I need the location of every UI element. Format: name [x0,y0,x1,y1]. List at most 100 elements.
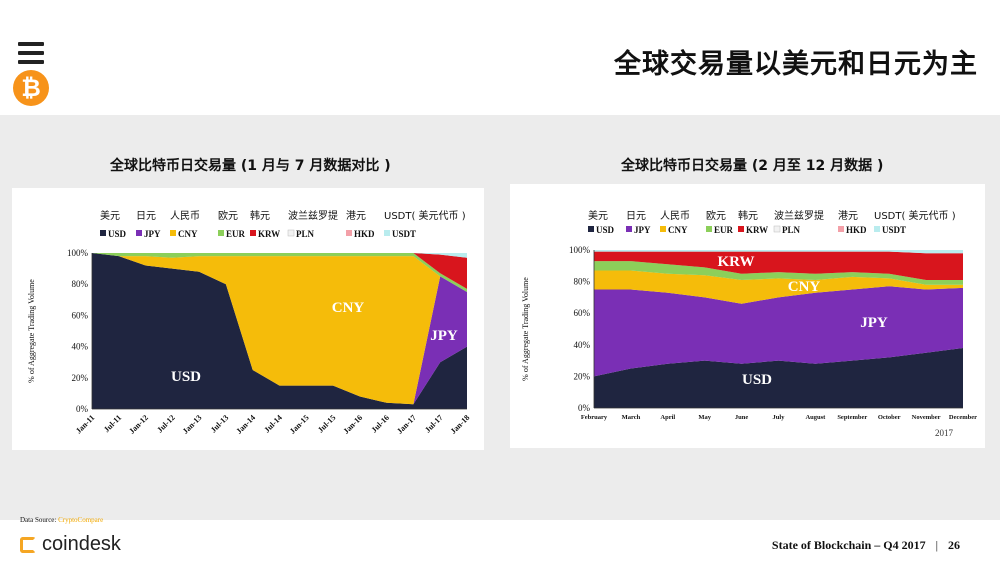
left-legend-cn-label: 日元 [136,211,156,222]
left-x-tick-label: Jan-15 [288,413,311,436]
right-y-tick-label: 60% [574,308,591,318]
bitcoin-logo: ₿ [13,70,49,106]
left-annotation-jpy: JPY [430,328,458,344]
right-legend-label: USDT [882,225,906,235]
right-legend-cn-label: 欧元 [706,210,726,222]
left-y-tick-label: 0% [76,404,89,414]
right-legend-label: EUR [714,225,734,235]
left-legend-swatch-pln [287,229,295,237]
left-x-tick-label: Jul-15 [316,413,337,434]
right-series-krw [594,251,963,280]
left-legend-label: PLN [296,229,315,239]
left-annotation-usd: USD [171,369,201,385]
right-annotation-cny: CNY [788,279,821,295]
right-x-tick-label: March [622,414,641,421]
left-legend-label: USDT [392,229,416,239]
left-legend-label: EUR [226,229,246,239]
right-x-tick-label: June [735,414,748,421]
left-y-tick-label: 20% [72,373,89,383]
right-series-jpy [594,286,963,377]
left-legend-cn-label: 美元 [100,209,120,222]
left-x-tick-label: Jul-17 [423,413,444,434]
left-legend-label: JPY [144,229,161,239]
right-legend-swatch-usdt [874,226,880,232]
right-legend-cn-label: 波兰兹罗提 [774,209,824,222]
right-legend-label: USD [596,225,615,235]
left-x-tick-label: Jul-12 [155,413,176,434]
right-chart-svg: 美元 日元 人民币 欧元 韩元 波兰兹罗提 港元 USDT( 美元代币 ) USD JPY CNY E… [521,209,977,438]
right-x-tick-label: May [698,414,711,421]
left-x-tick-label: Jan-12 [127,413,150,436]
right-legend-label: CNY [668,225,688,235]
right-y-tick-label: 0% [578,403,591,413]
left-legend-label: KRW [258,229,280,239]
left-chart-svg: 美元 日元 人民币 欧元 韩元 波兰兹罗提 港元 USDT( 美元代币 ) USD JPY CNY E… [27,209,472,436]
right-y-tick-label: 40% [574,340,591,350]
right-legend-label: KRW [746,225,768,235]
left-x-tick-label: Jul-16 [370,413,391,434]
right-x-tick-label: December [949,414,977,421]
left-legend-swatch-usdt [384,230,390,236]
data-source-value[interactable]: CryptoCompare [58,516,104,524]
left-legend-label: USD [108,229,127,239]
left-legend-swatch-jpy [136,230,142,236]
right-annotation-krw: KRW [718,254,755,270]
left-legend-cn-label: 港元 [346,210,366,222]
left-legend-swatch-krw [250,230,256,236]
data-source-label: Data Source: [20,516,59,524]
coindesk-logo: coindesk [20,533,121,556]
right-legend-swatch-usd [588,226,594,232]
right-y-axis-label: % of Aggregate Trading Volume [521,277,530,381]
menu-icon[interactable] [18,42,44,64]
right-legend-swatch-pln [773,225,781,233]
right-legend-cn-label: 人民币 [660,210,690,222]
left-x-tick-label: Jan-18 [449,413,472,436]
right-x-tick-label: February [581,414,608,421]
left-series-krw [92,253,467,289]
left-chart: 美元 日元 人民币 欧元 韩元 波兰兹罗提 港元 USDT( 美元代币 ) USD JPY CNY E… [12,188,484,450]
left-y-tick-label: 40% [72,342,89,352]
left-series-usd [92,253,467,409]
right-legend-swatch-eur [706,226,712,232]
left-x-tick-label: Jan-14 [234,413,257,436]
right-legend-cn-label: 美元 [588,209,608,222]
right-x-tick-label: September [837,414,867,421]
left-chart-title: 全球比特币日交易量 (1 月与 7 月数据对比 ) [110,158,391,174]
footer-separator: | [935,538,938,552]
right-series-usd [594,348,963,408]
right-legend-swatch-hkd [838,226,844,232]
right-annotation-usd: USD [742,372,772,388]
left-y-tick-label: 80% [72,279,89,289]
right-annotation-jpy: JPY [860,315,888,331]
coindesk-logo-icon [20,536,36,553]
right-chart: 美元 日元 人民币 欧元 韩元 波兰兹罗提 港元 USDT( 美元代币 ) USD JPY CNY E… [510,184,985,448]
left-legend-cn-label: 人民币 [170,210,200,222]
right-legend-cn-label: USDT( 美元代币 ) [874,209,956,222]
right-legend-cn-label: 日元 [626,211,646,222]
left-legend-cn-label: USDT( 美元代币 ) [384,209,466,222]
left-legend-swatch-eur [218,230,224,236]
right-x-tick-label: October [878,414,901,421]
footer-report: State of Blockchain – Q4 2017 | 26 [772,538,960,553]
right-series-eur [594,261,963,285]
right-chart-title: 全球比特币日交易量 (2 月至 12 月数据 ) [621,158,884,174]
left-x-tick-label: Jul-14 [262,413,283,434]
report-name: State of Blockchain – Q4 2017 [771,538,926,552]
left-y-tick-label: 100% [67,248,89,258]
left-legend-label: CNY [178,229,198,239]
left-legend-label: HKD [354,229,375,239]
left-legend-cn-label: 波兰兹罗提 [288,209,338,222]
right-y-tick-label: 100% [569,245,591,255]
right-legend-label: JPY [634,225,651,235]
page-title: 全球交易量以美元和日元为主 [614,49,978,80]
right-x-tick-label: November [912,414,941,421]
right-year-label: 2017 [935,428,954,438]
left-x-tick-label: Jan-13 [181,413,204,436]
left-series-usdt [92,253,467,258]
left-legend-swatch-hkd [346,230,352,236]
right-y-tick-label: 20% [574,371,591,381]
right-legend-cn-label: 港元 [838,210,858,222]
right-x-tick-label: August [805,414,826,421]
left-legend-cn-label: 欧元 [218,210,238,222]
right-legend-cn-label: 韩元 [738,209,758,222]
